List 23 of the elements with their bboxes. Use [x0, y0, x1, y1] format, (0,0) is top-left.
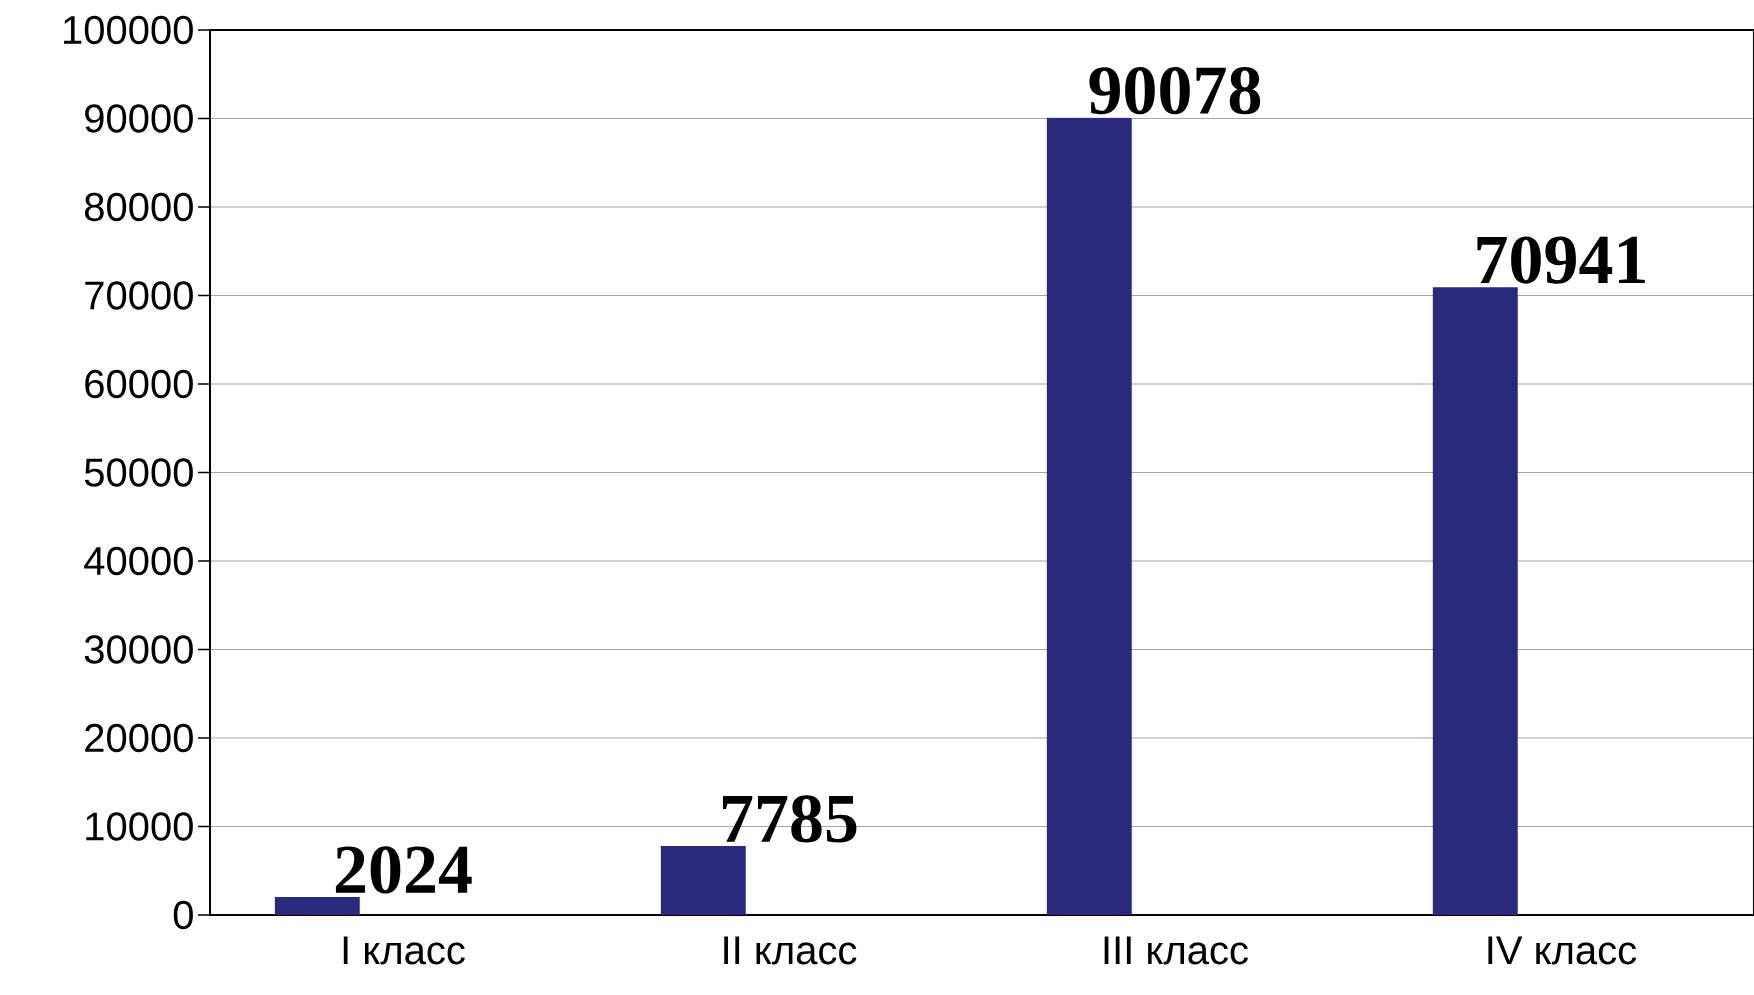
y-tick-label: 80000: [84, 192, 193, 222]
x-tick-label: IV класс: [1488, 936, 1637, 965]
data-label: 90078: [1089, 67, 1261, 115]
data-label: 7785: [722, 795, 857, 843]
y-tick-label: 10000: [86, 812, 193, 841]
bar: [660, 846, 746, 915]
bar: [1046, 117, 1132, 915]
bar: [1432, 287, 1518, 915]
y-tick-label: 40000: [84, 546, 193, 576]
y-tick-label: 0: [173, 900, 193, 930]
y-tick-label: 70000: [85, 281, 193, 310]
y-tick-label: 20000: [85, 723, 193, 753]
data-label: 70941: [1477, 236, 1645, 284]
bar: [274, 897, 360, 915]
x-tick-label: II класс: [724, 936, 857, 965]
y-tick-label: 100000: [64, 15, 193, 45]
x-tick-label: I класс: [343, 936, 465, 965]
x-tick-label: III класс: [1104, 936, 1248, 965]
data-label: 2024: [335, 846, 472, 894]
y-tick-label: 50000: [84, 458, 193, 487]
y-tick-label: 30000: [84, 635, 193, 664]
y-tick-label: 60000: [85, 369, 193, 399]
y-tick-label: 90000: [85, 104, 193, 133]
